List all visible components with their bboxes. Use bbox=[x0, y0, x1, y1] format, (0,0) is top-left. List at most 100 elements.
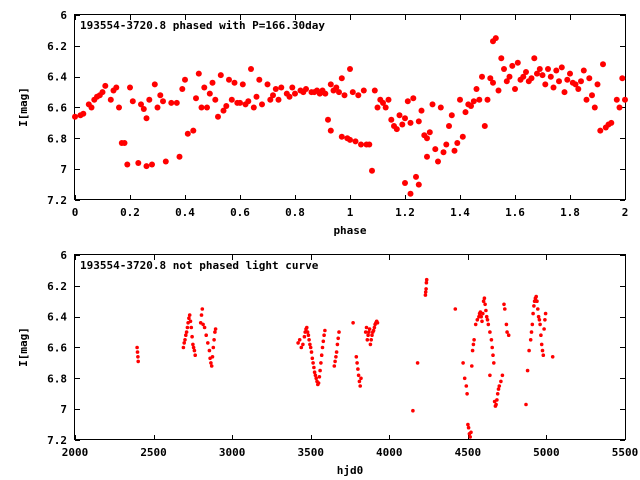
data-point bbox=[490, 345, 495, 350]
data-point bbox=[543, 311, 548, 316]
data-point bbox=[424, 153, 430, 160]
data-point bbox=[461, 361, 465, 365]
data-point bbox=[206, 341, 210, 345]
data-point bbox=[360, 87, 367, 94]
data-point bbox=[572, 81, 579, 88]
data-point bbox=[231, 79, 238, 86]
data-point bbox=[366, 141, 373, 148]
data-point bbox=[451, 147, 458, 154]
data-point bbox=[302, 334, 307, 339]
data-point bbox=[479, 73, 485, 80]
x-axis-label: hjd0 bbox=[337, 464, 364, 477]
data-point bbox=[415, 361, 420, 365]
data-point bbox=[564, 76, 571, 83]
data-point bbox=[364, 325, 369, 330]
data-point bbox=[209, 364, 214, 368]
data-point bbox=[402, 180, 408, 186]
y-tick-label: 6.6 bbox=[47, 342, 67, 355]
data-point bbox=[470, 348, 475, 353]
data-point bbox=[212, 338, 216, 342]
data-point bbox=[586, 75, 593, 82]
data-point bbox=[349, 89, 356, 96]
data-point bbox=[423, 290, 428, 294]
data-point bbox=[468, 103, 474, 109]
data-point bbox=[404, 98, 411, 105]
data-point bbox=[248, 66, 254, 72]
data-point bbox=[162, 158, 169, 165]
data-point bbox=[182, 76, 188, 83]
data-point bbox=[473, 86, 480, 92]
data-point bbox=[499, 379, 503, 384]
data-point bbox=[333, 84, 340, 91]
data-point bbox=[528, 338, 533, 342]
data-point bbox=[301, 342, 305, 347]
x-axis-label: phase bbox=[333, 224, 366, 237]
data-point bbox=[542, 81, 549, 88]
chart-title: 193554-3720.8 not phased light curve bbox=[80, 259, 319, 272]
x-tick-label: 1.2 bbox=[395, 206, 415, 219]
data-point bbox=[553, 67, 560, 74]
data-point bbox=[365, 338, 370, 342]
data-point bbox=[437, 104, 444, 111]
data-point bbox=[245, 98, 252, 105]
data-point bbox=[424, 135, 430, 142]
data-point bbox=[223, 103, 230, 109]
data-point bbox=[426, 129, 433, 136]
data-point bbox=[396, 112, 403, 119]
data-point bbox=[187, 313, 192, 317]
data-point bbox=[481, 123, 488, 129]
data-point bbox=[113, 84, 120, 91]
data-point bbox=[415, 118, 422, 125]
data-point bbox=[567, 70, 573, 77]
data-point bbox=[457, 96, 463, 103]
data-point bbox=[182, 341, 186, 345]
data-point bbox=[322, 333, 326, 338]
data-point bbox=[226, 76, 232, 83]
data-point bbox=[116, 104, 122, 111]
data-point bbox=[135, 350, 140, 354]
data-point bbox=[286, 93, 293, 100]
data-point bbox=[366, 333, 370, 338]
data-point bbox=[199, 313, 204, 317]
data-point bbox=[209, 79, 216, 86]
data-point bbox=[495, 87, 502, 94]
x-tick-label: 5500 bbox=[612, 446, 639, 459]
data-point bbox=[497, 384, 502, 388]
data-point bbox=[534, 294, 538, 299]
data-point bbox=[192, 348, 197, 353]
data-point bbox=[527, 348, 531, 353]
data-point bbox=[529, 330, 534, 334]
data-point bbox=[454, 140, 461, 146]
data-point bbox=[485, 318, 490, 322]
data-point bbox=[466, 425, 471, 430]
data-point bbox=[253, 93, 260, 100]
data-point bbox=[543, 318, 547, 322]
data-point bbox=[371, 328, 376, 333]
data-point bbox=[536, 307, 540, 311]
data-point bbox=[333, 359, 337, 364]
data-point bbox=[380, 99, 386, 106]
data-point bbox=[336, 336, 341, 341]
data-point bbox=[318, 368, 322, 373]
data-point bbox=[399, 121, 406, 128]
x-tick-label: 1 bbox=[347, 206, 354, 219]
data-point bbox=[184, 330, 189, 334]
data-point bbox=[468, 435, 473, 439]
data-point bbox=[102, 82, 109, 89]
data-point bbox=[202, 325, 207, 330]
data-point bbox=[424, 280, 429, 285]
data-point bbox=[506, 333, 511, 338]
data-point bbox=[501, 66, 507, 72]
data-point bbox=[256, 76, 263, 83]
data-point bbox=[317, 375, 322, 379]
y-tick-label: 6 bbox=[60, 249, 67, 262]
data-point bbox=[475, 318, 480, 322]
data-point bbox=[367, 327, 372, 331]
data-point bbox=[312, 365, 316, 370]
data-point bbox=[341, 92, 348, 99]
data-point bbox=[303, 86, 309, 92]
x-tick-label: 0 bbox=[72, 206, 79, 219]
data-point bbox=[206, 90, 213, 97]
data-point bbox=[368, 342, 373, 347]
